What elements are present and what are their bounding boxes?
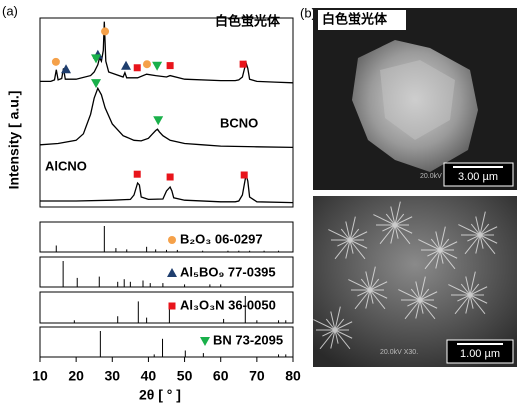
phase-marker: [167, 268, 177, 277]
phase-label: Al₅BO₉ 77-0395: [180, 264, 276, 279]
phase-marker: [152, 62, 162, 71]
xrd-curve: [40, 175, 293, 203]
phase-marker: [61, 64, 71, 73]
phase-marker: [52, 58, 60, 66]
phase-marker: [143, 60, 151, 68]
sem-image: 20.0kV X30. 1.00 µm: [313, 196, 517, 367]
x-axis-label: 2θ [ ° ]: [139, 387, 181, 403]
sem-label: 白色蛍光体: [322, 11, 388, 26]
plot-frame: [40, 18, 293, 207]
y-axis-label: Intensity [ a.u.]: [6, 91, 22, 190]
phase-label: BN 73-2095: [213, 332, 283, 347]
x-tick-label: 40: [141, 368, 157, 384]
phase-marker: [167, 62, 174, 69]
series-label: BCNO: [220, 115, 258, 130]
phase-label: Al₃O₃N 36-0050: [180, 297, 276, 312]
sem-image: 20.0kV X11. 白色蛍光体 3.00 µm: [313, 8, 517, 190]
phase-label: B₂O₃ 06-0297: [180, 231, 263, 246]
x-tick-label: 10: [32, 368, 48, 384]
scale-bar: 1.00 µm: [460, 348, 500, 360]
x-tick-label: 70: [249, 368, 265, 384]
panel-label: (a): [2, 3, 18, 18]
phase-marker: [169, 303, 176, 310]
phase-marker: [134, 171, 141, 178]
x-tick-label: 50: [177, 368, 193, 384]
x-tick-label: 60: [213, 368, 229, 384]
phase-marker: [167, 174, 174, 181]
x-tick-label: 20: [68, 368, 84, 384]
series-label: AlCNO: [45, 158, 87, 173]
xrd-curve: [40, 22, 293, 83]
scale-bar: 3.00 µm: [458, 171, 498, 183]
phase-marker: [91, 79, 101, 88]
phase-marker: [240, 61, 247, 68]
phase-marker: [241, 172, 248, 179]
x-tick-label: 30: [104, 368, 120, 384]
sem-info: 20.0kV X30.: [380, 349, 418, 356]
phase-marker: [101, 27, 109, 35]
phase-marker: [153, 116, 163, 125]
phase-marker: [168, 236, 176, 244]
figure: (a) Intensity [ a.u.] 2θ [ ° ] (b) 20.0k…: [0, 0, 523, 407]
x-tick-label: 80: [285, 368, 301, 384]
phase-marker: [134, 64, 141, 71]
phase-marker: [121, 61, 131, 70]
series-label: 白色蛍光体: [215, 13, 281, 28]
phase-marker: [200, 337, 210, 346]
